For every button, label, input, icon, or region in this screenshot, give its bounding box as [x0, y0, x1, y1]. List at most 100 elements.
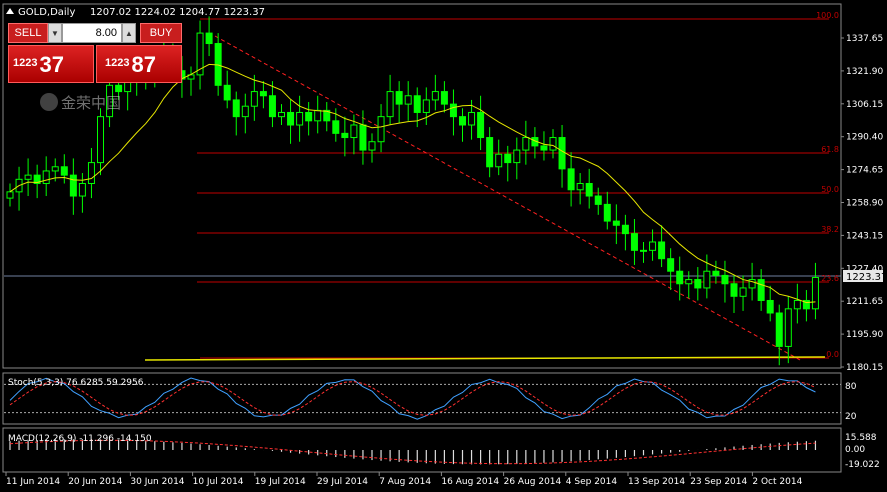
candle-body [6, 191, 14, 199]
candle-body [486, 137, 494, 168]
macd-label-zero: 0.00 [845, 445, 865, 455]
stoch-frame [2, 372, 842, 425]
candle-body [232, 99, 240, 118]
macd-indicator [9, 439, 817, 465]
price-axis-label: 1274.65 [846, 166, 883, 176]
stoch-title: Stoch(5,3,3) 76.6285 59.2956 [8, 378, 144, 388]
sell-price-big: 37 [39, 52, 64, 77]
candle-body [431, 91, 439, 101]
candle-body [784, 308, 792, 347]
candle-body [612, 220, 620, 226]
macd-label-top: 15.588 [845, 433, 877, 443]
macd-signal-line [9, 439, 816, 465]
stoch-main-line [9, 377, 816, 420]
main-chart-frame [2, 3, 842, 369]
candle-body [793, 299, 801, 310]
sell-price-box[interactable]: 122337 [8, 45, 94, 83]
candle-body [323, 109, 331, 122]
candle-body [694, 279, 702, 289]
bottom-ma-line [144, 356, 826, 361]
candle-body [106, 84, 114, 118]
time-axis-label: 16 Aug 2014 [441, 477, 499, 487]
candle-body [51, 166, 59, 172]
time-axis-label: 29 Jul 2014 [317, 477, 368, 487]
buy-price-box[interactable]: 122387 [96, 45, 182, 83]
candle-body [196, 32, 204, 76]
candle-body [730, 283, 738, 297]
candle-body [440, 91, 448, 105]
candle-body [811, 276, 819, 310]
price-axis-label: 1243.15 [846, 231, 883, 241]
candle-body [630, 233, 638, 251]
candle-body [576, 182, 584, 191]
lot-size-input[interactable]: 8.00 [62, 23, 122, 43]
candle-body [495, 153, 503, 168]
time-axis-label: 20 Jun 2014 [68, 477, 122, 487]
fib-level-label: 100.0 [816, 11, 839, 20]
fib-level-label: 0.0 [826, 350, 839, 359]
candle-body [386, 91, 394, 118]
candle-body [449, 103, 457, 118]
sell-button[interactable]: SELL [8, 23, 48, 43]
candle-body [540, 145, 548, 151]
price-axis: 1337.65 1321.90 1306.15 1290.40 1274.65 1258.… [841, 34, 883, 373]
candle-body [314, 109, 322, 122]
candlesticks [6, 16, 819, 366]
buy-price-small: 1223 [105, 57, 130, 69]
collapse-triangle-icon[interactable] [6, 8, 14, 14]
candle-body [341, 132, 349, 139]
candle-body [87, 162, 95, 184]
candle-body [685, 279, 693, 285]
candle-body [712, 270, 720, 276]
candle-body [33, 174, 41, 184]
time-axis-label: 30 Jun 2014 [130, 477, 184, 487]
candle-body [404, 95, 412, 105]
candle-body [259, 91, 267, 97]
price-axis-label: 1306.15 [846, 100, 883, 110]
candle-body [513, 149, 521, 164]
candle-body [549, 137, 557, 151]
price-axis-label: 1290.40 [846, 133, 883, 143]
chart-symbol-title: GOLD,Daily [18, 7, 75, 18]
macd-label-bottom: -19.022 [845, 460, 880, 470]
candle-body [748, 279, 756, 289]
candle-body [757, 279, 765, 301]
candle-body [558, 137, 566, 170]
stoch-level-20: 20 [845, 412, 857, 422]
candle-body [585, 182, 593, 197]
lot-increase-button[interactable]: ▲ [122, 23, 136, 43]
candle-body [205, 32, 213, 45]
moving-average-line [9, 63, 816, 304]
candle-body [775, 312, 783, 347]
candle-body [69, 174, 77, 197]
candle-body [567, 168, 575, 191]
current-price-tag [843, 270, 883, 282]
time-axis: 11 Jun 2014 20 Jun 2014 30 Jun 2014 10 Jul … [5, 472, 803, 487]
candle-body [359, 124, 367, 151]
candle-body [24, 174, 32, 180]
fib-level-label: 61.8 [821, 145, 839, 154]
lot-decrease-button[interactable]: ▼ [48, 23, 62, 43]
candle-body [413, 95, 421, 113]
fib-labels: 100.0 61.8 50.0 38.2 23.6 0.0 [816, 11, 839, 359]
time-axis-label: 13 Sep 2014 [628, 477, 685, 487]
fib-level-label: 50.0 [821, 185, 839, 194]
time-axis-label: 10 Jul 2014 [193, 477, 244, 487]
candle-body [305, 111, 313, 122]
candle-body [522, 137, 530, 151]
candle-body [594, 195, 602, 205]
candle-body [268, 95, 276, 118]
watermark-icon [40, 93, 58, 111]
chart-ohlc: 1207.02 1224.02 1204.77 1223.37 [90, 7, 265, 18]
fib-level-label: 38.2 [821, 225, 839, 234]
time-axis-label: 4 Sep 2014 [566, 477, 618, 487]
candle-body [278, 111, 285, 118]
price-axis-label: 1337.65 [846, 34, 883, 44]
candle-body [802, 299, 810, 310]
candle-body [504, 153, 512, 164]
price-axis-label: 1227.40 [846, 264, 883, 274]
candle-body [603, 203, 611, 222]
candle-body [241, 105, 249, 118]
buy-button[interactable]: BUY [140, 23, 182, 43]
